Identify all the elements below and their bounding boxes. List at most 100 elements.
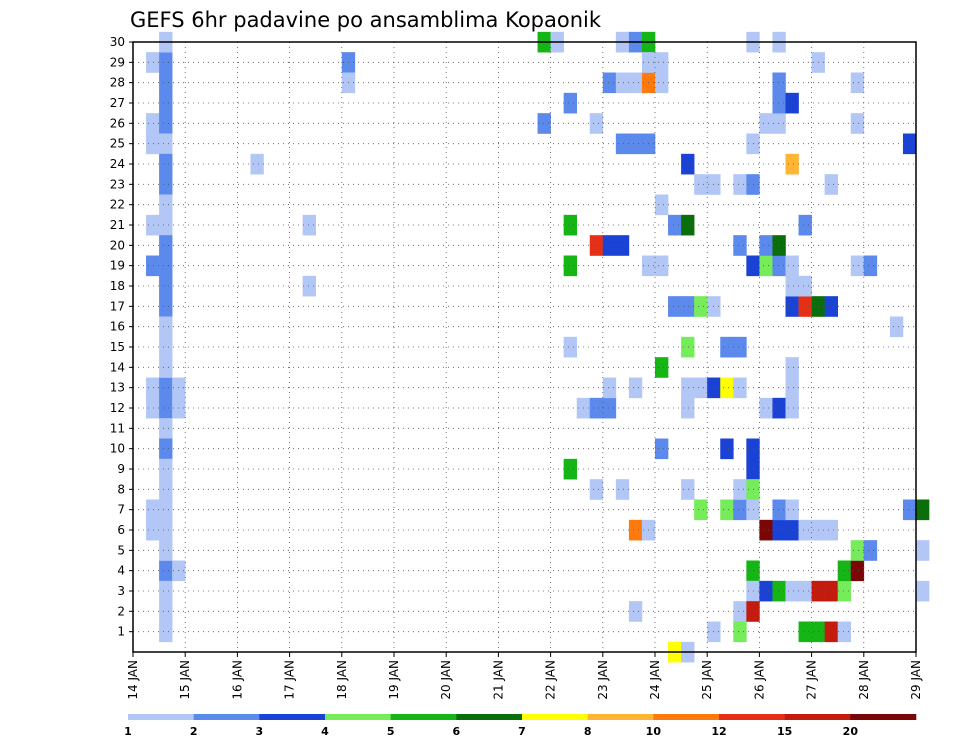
- heatmap-cell: [615, 479, 630, 500]
- heatmap-cell: [655, 357, 669, 378]
- heatmap-cell: [159, 377, 173, 399]
- heatmap-cell: [563, 458, 577, 480]
- heatmap-cell: [850, 255, 865, 277]
- y-tick-label: 16: [110, 320, 125, 334]
- heatmap-cell: [772, 499, 786, 521]
- y-tick-label: 28: [110, 76, 125, 90]
- y-tick-label: 19: [110, 259, 125, 273]
- heatmap-cells: [146, 31, 930, 663]
- heatmap-cell: [733, 377, 747, 399]
- heatmap-cell: [785, 499, 799, 521]
- y-tick-label: 29: [110, 55, 125, 69]
- heatmap-cell: [785, 255, 799, 277]
- heatmap-cell: [772, 235, 786, 256]
- heatmap-cell: [250, 153, 264, 175]
- heatmap-cell: [146, 397, 160, 419]
- y-tick-label: 30: [110, 35, 125, 49]
- heatmap-cell: [694, 296, 708, 317]
- heatmap-cell: [785, 580, 799, 602]
- heatmap-cell: [146, 214, 160, 236]
- heatmap-cell: [798, 519, 812, 541]
- y-axis: 1234567891011121314151617181920212223242…: [110, 35, 133, 639]
- heatmap-cell: [602, 235, 617, 256]
- heatmap-cell: [798, 214, 812, 236]
- heatmap-cell: [798, 275, 812, 297]
- heatmap-cell: [733, 174, 747, 195]
- colorbar-label: 5: [387, 725, 395, 738]
- heatmap-cell: [159, 72, 173, 94]
- x-tick-label: 16 JAN: [230, 660, 244, 700]
- heatmap-cell: [159, 580, 173, 602]
- heatmap-cell: [628, 377, 643, 399]
- colorbar-segment: [259, 714, 326, 720]
- heatmap-cell: [798, 621, 812, 643]
- heatmap-cell: [668, 214, 682, 236]
- heatmap-cell: [615, 72, 630, 94]
- heatmap-cell: [759, 397, 773, 419]
- heatmap-cell: [720, 499, 734, 521]
- heatmap-cell: [563, 214, 577, 236]
- heatmap-cell: [916, 580, 930, 602]
- x-tick-label: 15 JAN: [178, 660, 192, 700]
- heatmap-cell: [772, 580, 786, 602]
- heatmap-cell: [159, 133, 173, 155]
- heatmap-cell: [628, 519, 643, 541]
- heatmap-cell: [772, 72, 786, 94]
- heatmap-cell: [628, 133, 643, 155]
- heatmap-cell: [785, 275, 799, 297]
- heatmap-cell: [655, 194, 669, 216]
- y-tick-label: 1: [117, 625, 125, 639]
- heatmap-cell: [655, 72, 669, 94]
- y-tick-label: 9: [117, 462, 125, 476]
- colorbar-label: 6: [453, 725, 461, 738]
- heatmap-cell: [563, 336, 577, 358]
- x-tick-label: 28 JAN: [857, 660, 871, 700]
- heatmap-cell: [602, 397, 617, 419]
- heatmap-cell: [589, 479, 604, 500]
- heatmap-cell: [159, 336, 173, 358]
- heatmap-cell: [615, 133, 630, 155]
- colorbar-label: 2: [190, 725, 198, 738]
- heatmap-cell: [146, 499, 160, 521]
- heatmap-cell: [159, 174, 173, 195]
- heatmap-cell: [681, 296, 695, 317]
- y-tick-label: 7: [117, 503, 125, 517]
- x-tick-label: 29 JAN: [909, 660, 923, 700]
- colorbar-segment: [456, 714, 523, 720]
- colorbar-label: 20: [843, 725, 859, 738]
- heatmap-cell: [785, 357, 799, 378]
- heatmap-cell: [615, 235, 630, 256]
- heatmap-cell: [850, 540, 865, 561]
- heatmap-cell: [759, 113, 773, 134]
- heatmap-cell: [785, 153, 799, 175]
- heatmap-cell: [159, 194, 173, 216]
- heatmap-cell: [694, 174, 708, 195]
- heatmap-cell: [694, 499, 708, 521]
- heatmap-cell: [146, 377, 160, 399]
- heatmap-cell: [655, 255, 669, 277]
- heatmap-cell: [759, 580, 773, 602]
- heatmap-cell: [798, 580, 812, 602]
- colorbar-segment: [128, 714, 194, 720]
- heatmap-cell: [159, 113, 173, 134]
- x-tick-label: 25 JAN: [700, 660, 714, 700]
- heatmap-cell: [772, 397, 786, 419]
- heatmap-cell: [785, 296, 799, 317]
- colorbar-label: 4: [321, 725, 329, 738]
- y-tick-label: 11: [110, 421, 125, 435]
- heatmap-cell: [563, 92, 577, 114]
- y-tick-label: 12: [110, 401, 125, 415]
- heatmap-cell: [159, 255, 173, 277]
- y-tick-label: 21: [110, 218, 125, 232]
- heatmap-cell: [733, 479, 747, 500]
- heatmap-cell: [159, 153, 173, 175]
- y-tick-label: 5: [117, 543, 125, 557]
- colorbar-segment: [522, 714, 588, 720]
- heatmap-cell: [759, 235, 773, 256]
- y-tick-label: 27: [110, 96, 125, 110]
- heatmap-cell: [720, 377, 734, 399]
- heatmap-cell: [916, 499, 930, 521]
- y-tick-label: 6: [117, 523, 125, 537]
- x-tick-label: 23 JAN: [596, 660, 610, 700]
- heatmap-cell: [837, 621, 852, 643]
